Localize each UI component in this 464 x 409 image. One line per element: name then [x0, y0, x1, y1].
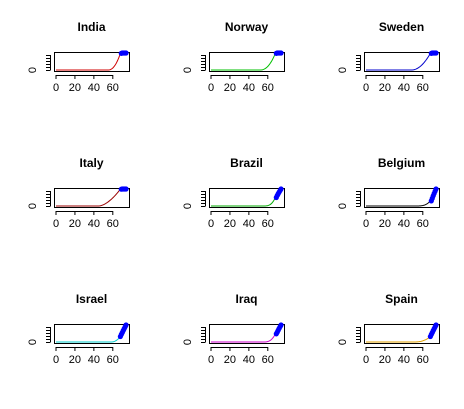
highlight-point: [433, 186, 439, 192]
panel-title: Iraq: [235, 292, 257, 306]
x-tick-label: 60: [417, 354, 429, 366]
y-tick-label: 0: [337, 67, 349, 73]
highlight-point: [433, 322, 439, 328]
x-tick-label: 0: [208, 354, 214, 366]
series-line: [211, 53, 276, 71]
x-tick-label: 20: [224, 354, 236, 366]
plot-frame: [209, 52, 285, 72]
y-tick-label: 0: [337, 339, 349, 345]
panel-title: Brazil: [230, 156, 263, 170]
panel-italy: Italy 0 0 20 40 60: [27, 156, 130, 230]
x-tick-label: 40: [88, 218, 100, 230]
series-line: [211, 333, 276, 343]
panel-title: India: [77, 20, 105, 34]
x-tick-label: 0: [53, 218, 59, 230]
plot-frame: [54, 188, 130, 208]
x-tick-label: 0: [53, 82, 59, 94]
x-tick-label: 0: [53, 354, 59, 366]
highlight-point: [433, 50, 439, 56]
plot-frame: [54, 324, 130, 344]
highlight-point: [278, 50, 284, 56]
y-tick-label: 0: [27, 339, 39, 345]
x-tick-label: 40: [243, 218, 255, 230]
highlight-point: [123, 50, 129, 56]
x-tick-label: 20: [224, 82, 236, 94]
plot-frame: [209, 188, 285, 208]
x-tick-label: 60: [262, 82, 274, 94]
y-tick-label: 0: [27, 67, 39, 73]
plot-frame: [364, 188, 440, 208]
x-tick-label: 20: [379, 82, 391, 94]
panel-norway: Norway 0 0 20 40 60: [182, 20, 285, 94]
x-tick-label: 40: [88, 82, 100, 94]
x-tick-label: 0: [363, 82, 369, 94]
x-tick-label: 40: [243, 82, 255, 94]
x-tick-label: 0: [363, 218, 369, 230]
x-tick-label: 20: [379, 218, 391, 230]
highlight-point: [278, 186, 284, 192]
x-tick-label: 60: [107, 218, 119, 230]
x-tick-label: 60: [262, 354, 274, 366]
panel-india: India 0 0 20 40 60: [27, 20, 130, 94]
series-line: [366, 336, 431, 343]
series-line: [366, 53, 431, 71]
panel-iraq: Iraq 0 0 20 40 60: [182, 292, 285, 366]
panel-belgium: Belgium 0 0 20 40 60: [337, 156, 440, 230]
x-tick-label: 0: [363, 354, 369, 366]
x-tick-label: 20: [379, 354, 391, 366]
plot-frame: [364, 324, 440, 344]
x-tick-label: 0: [208, 82, 214, 94]
x-tick-label: 60: [107, 82, 119, 94]
plot-frame: [209, 324, 285, 344]
highlight-point: [123, 322, 129, 328]
series-line: [56, 188, 121, 207]
series-line: [56, 336, 121, 343]
panel-title: Belgium: [378, 156, 425, 170]
plot-frame: [364, 52, 440, 72]
panel-brazil: Brazil 0 0 20 40 60: [182, 156, 285, 230]
x-tick-label: 40: [398, 82, 410, 94]
x-tick-label: 60: [262, 218, 274, 230]
y-tick-label: 0: [182, 67, 194, 73]
series-line: [366, 200, 431, 207]
x-tick-label: 40: [88, 354, 100, 366]
x-tick-label: 40: [398, 354, 410, 366]
series-line: [211, 197, 276, 207]
panel-title: Spain: [385, 292, 418, 306]
panel-title: Italy: [79, 156, 103, 170]
y-tick-label: 0: [337, 203, 349, 209]
y-tick-label: 0: [182, 339, 194, 345]
x-tick-label: 20: [224, 218, 236, 230]
y-tick-label: 0: [182, 203, 194, 209]
panel-title: Sweden: [379, 20, 424, 34]
x-tick-label: 60: [417, 82, 429, 94]
x-tick-label: 60: [417, 218, 429, 230]
x-tick-label: 20: [69, 82, 81, 94]
highlight-point: [123, 186, 129, 192]
panel-title: Israel: [76, 292, 107, 306]
plot-frame: [54, 52, 130, 72]
panel-israel: Israel 0 0 20 40 60: [27, 292, 130, 366]
x-tick-label: 20: [69, 354, 81, 366]
x-tick-label: 60: [107, 354, 119, 366]
series-line: [56, 53, 121, 71]
y-tick-label: 0: [27, 203, 39, 209]
x-tick-label: 40: [243, 354, 255, 366]
panel-sweden: Sweden 0 0 20 40 60: [337, 20, 440, 94]
x-tick-label: 0: [208, 218, 214, 230]
panel-spain: Spain 0 0 20 40 60: [337, 292, 440, 366]
x-tick-label: 40: [398, 218, 410, 230]
x-tick-label: 20: [69, 218, 81, 230]
highlight-point: [278, 322, 284, 328]
panel-title: Norway: [225, 20, 269, 34]
